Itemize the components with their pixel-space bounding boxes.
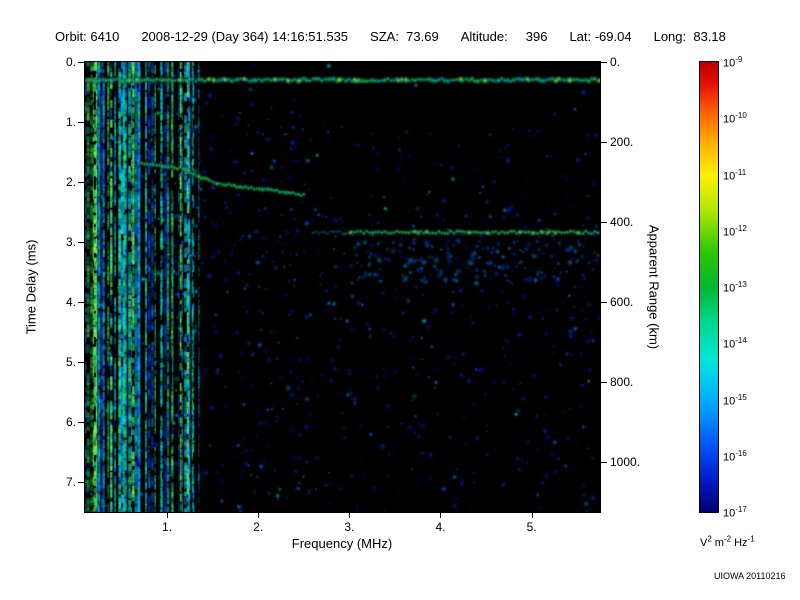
x-axis-title: Frequency (MHz): [291, 536, 393, 551]
units-part: Hz-1: [734, 534, 755, 549]
colorbar-tick-label: 10-9: [723, 55, 743, 70]
y-tick-label: 0.: [65, 55, 76, 69]
y-tick-label: 4.: [65, 295, 76, 309]
y2-tick-mark: [601, 62, 607, 63]
x-tick-mark: [440, 513, 442, 518]
x-tick-mark: [167, 513, 169, 518]
y2-tick-mark: [601, 462, 607, 463]
y-tick-mark: [78, 362, 84, 363]
y-tick-mark: [78, 182, 84, 183]
credit-text: UIOWA 20110216: [714, 571, 786, 581]
y-tick-mark: [78, 302, 84, 303]
x-tick-label: 1.: [162, 520, 173, 534]
x-tick-mark: [349, 513, 351, 518]
header-item: 2008-12-29 (Day 364) 14:16:51.535: [141, 29, 349, 44]
units-part: V2: [700, 534, 712, 549]
colorbar-tick-label: 10-16: [723, 448, 747, 464]
y2-tick-mark: [601, 382, 607, 383]
y2-tick-label: 0.: [610, 55, 621, 69]
x-tick-label: 5.: [526, 520, 537, 534]
y-tick-label: 2.: [65, 175, 76, 189]
colorbar-tick-label: 10-14: [723, 336, 747, 351]
y-tick-label: 3.: [65, 235, 76, 249]
y2-axis-title: Apparent Range (km): [646, 224, 662, 350]
y-tick-mark: [78, 242, 84, 243]
x-tick-label: 3.: [344, 520, 355, 534]
x-tick-mark: [531, 513, 533, 518]
y-tick-label: 1.: [65, 115, 76, 129]
header-item: SZA: 73.69: [370, 29, 439, 44]
y-axis-title: Time Delay (ms): [23, 239, 39, 335]
colorbar-tick-label: 10-13: [723, 280, 747, 295]
y2-tick-label: 200.: [610, 135, 634, 149]
colorbar-tick-label: 10-15: [723, 392, 747, 408]
y-tick-mark: [78, 122, 84, 123]
y2-tick-label: 400.: [610, 215, 634, 229]
y-tick-mark: [78, 482, 84, 483]
colorbar-tick-label: 10-17: [723, 505, 747, 520]
y2-tick-label: 600.: [610, 295, 634, 309]
header-item: Lat: -69.04: [569, 29, 632, 44]
colorbar: [699, 61, 719, 513]
colorbar-tick-label: 10-10: [723, 111, 747, 126]
y-tick-mark: [78, 422, 84, 423]
y2-tick-mark: [601, 222, 607, 223]
header-item: Altitude: 396: [460, 29, 548, 44]
y2-tick-mark: [601, 302, 607, 303]
y-tick-label: 7.: [65, 475, 76, 489]
y2-tick-mark: [601, 142, 607, 143]
y2-tick-label: 1000.: [610, 455, 641, 469]
y-tick-label: 6.: [65, 415, 76, 429]
plot-area: [84, 61, 601, 513]
y-tick-mark: [78, 62, 84, 63]
x-tick-mark: [258, 513, 260, 518]
spectrogram-canvas: [85, 62, 600, 512]
colorbar-units: V2 m-2 Hz-1: [700, 534, 758, 549]
colorbar-canvas: [700, 62, 718, 512]
header-item: Long: 83.18: [653, 29, 726, 44]
header-item: Orbit: 6410: [55, 29, 120, 44]
x-tick-label: 4.: [435, 520, 446, 534]
y-tick-label: 5.: [65, 355, 76, 369]
units-part: m-2: [714, 534, 732, 549]
colorbar-tick-label: 10-11: [723, 167, 747, 183]
y2-tick-label: 800.: [610, 375, 634, 389]
x-tick-label: 2.: [253, 520, 264, 534]
header: Orbit: 6410 2008-12-29 (Day 364) 14:16:51…: [55, 29, 726, 44]
colorbar-tick-label: 10-12: [723, 223, 747, 239]
